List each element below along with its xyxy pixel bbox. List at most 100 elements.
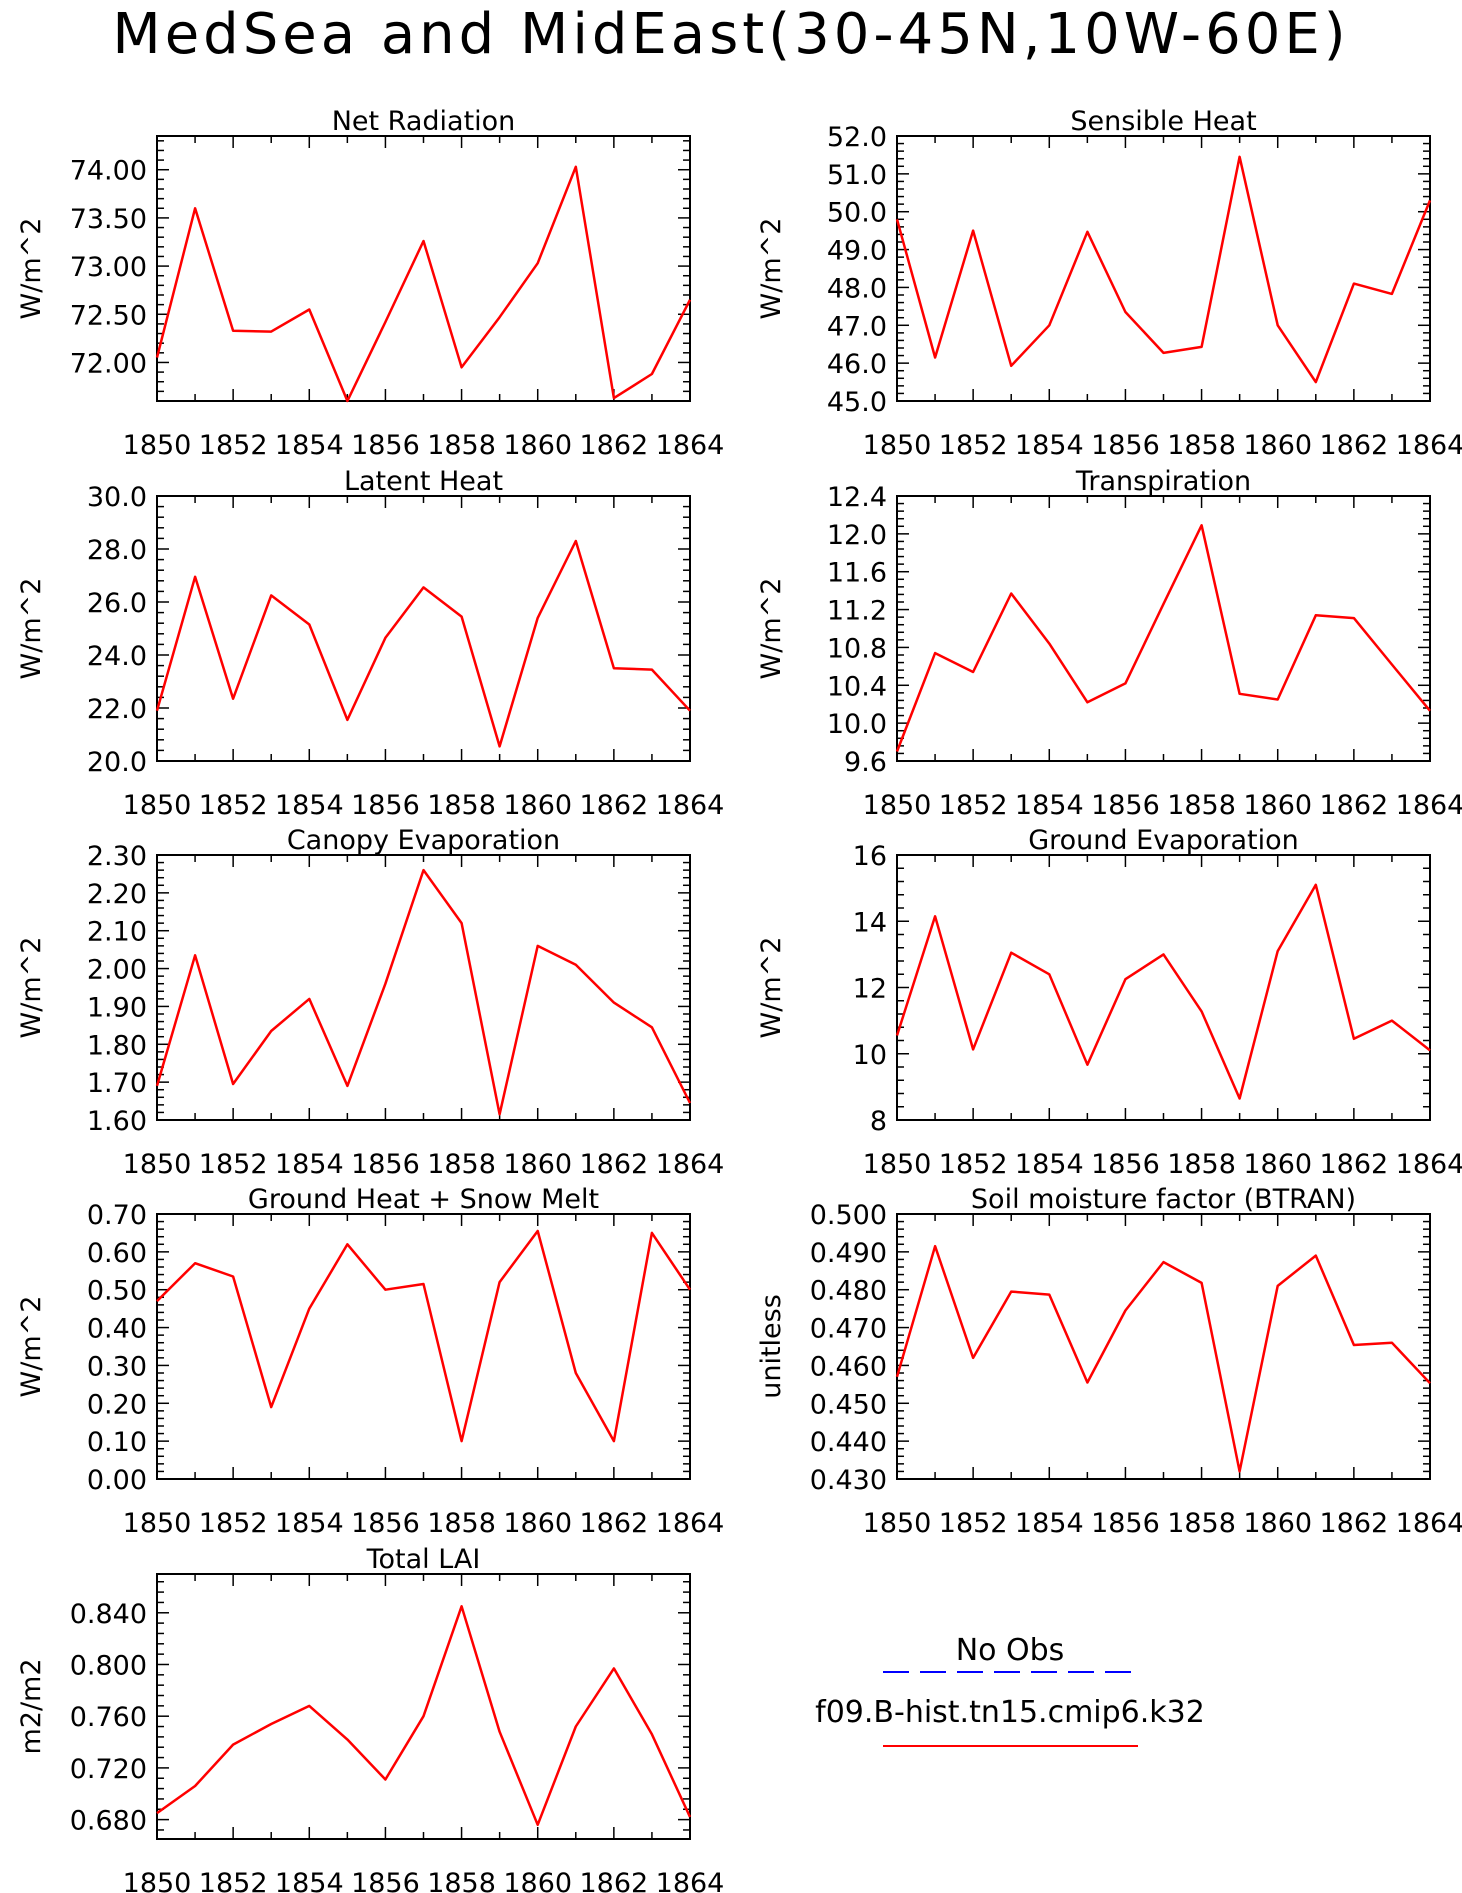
y-tick-label: 10: [853, 1040, 887, 1071]
x-tick-label: 1864: [656, 1508, 725, 1539]
x-tick-label: 1850: [123, 1868, 192, 1893]
y-tick-label: 2.20: [87, 879, 147, 910]
y-tick-label: 49.0: [827, 236, 887, 267]
x-tick-label: 1858: [427, 1868, 496, 1893]
x-tick-label: 1860: [503, 790, 572, 821]
x-tick-label: 1856: [1091, 1508, 1160, 1539]
x-tick-label: 1852: [199, 790, 268, 821]
series-line: [895, 1244, 1431, 1473]
y-tick-label: 0.490: [810, 1238, 887, 1269]
y-tick-label: 30.0: [87, 482, 147, 513]
x-tick-label: 1858: [1167, 430, 1236, 461]
y-tick-label: 0.760: [70, 1702, 147, 1733]
x-tick-label: 1854: [275, 790, 344, 821]
y-axis-label: W/m^2: [756, 218, 787, 320]
x-tick-label: 1850: [123, 790, 192, 821]
y-axis-label: W/m^2: [756, 578, 787, 680]
chart-panel-1: 1850 1852 1854 1856 1858 1860 1862 1864 72.00 72.…: [16, 106, 724, 461]
panel-title: Transpiration: [1075, 466, 1251, 497]
chart-panel-4: 1850 1852 1854 1856 1858 1860 1862 1864 9.6 10.0 1…: [756, 466, 1462, 821]
y-tick-label: 0.70: [87, 1200, 147, 1231]
panel-title: Ground Heat + Snow Melt: [248, 1184, 599, 1215]
series-line: [156, 1229, 692, 1443]
x-tick-label: 1864: [656, 430, 725, 461]
y-tick-label: 20.0: [87, 747, 147, 778]
y-tick-label: 1.60: [87, 1106, 147, 1137]
x-tick-label: 1854: [275, 1868, 344, 1893]
y-tick-label: 10.8: [827, 633, 887, 664]
y-tick-label: 72.00: [70, 348, 147, 379]
series-line: [895, 524, 1431, 752]
y-tick-label: 2.30: [87, 841, 147, 872]
x-tick-label: 1854: [1015, 430, 1084, 461]
y-tick-label: 24.0: [87, 641, 147, 672]
x-tick-label: 1854: [275, 430, 344, 461]
y-tick-label: 73.50: [70, 204, 147, 235]
x-tick-label: 1856: [1091, 1149, 1160, 1180]
y-tick-label: 0.10: [87, 1427, 147, 1458]
y-tick-label: 1.90: [87, 992, 147, 1023]
y-axis-label: W/m^2: [756, 937, 787, 1039]
y-tick-label: 16: [853, 841, 887, 872]
x-tick-label: 1864: [1396, 790, 1462, 821]
y-tick-label: 50.0: [827, 198, 887, 229]
y-tick-label: 11.6: [827, 558, 887, 589]
y-tick-label: 11.2: [827, 596, 887, 627]
legend: No Obs f09.B-hist.tn15.cmip6.k32: [815, 1633, 1205, 1747]
x-tick-label: 1858: [1167, 790, 1236, 821]
plot-frame: [156, 1213, 691, 1480]
x-tick-label: 1858: [427, 790, 496, 821]
x-tick-label: 1860: [1243, 430, 1312, 461]
y-tick-label: 47.0: [827, 311, 887, 342]
y-tick-label: 8: [870, 1106, 887, 1137]
series-line: [155, 165, 692, 403]
chart-panel-8: 1850 1852 1854 1856 1858 1860 1862 1864 0.430 0.4…: [756, 1184, 1462, 1539]
x-tick-label: 1862: [1319, 430, 1388, 461]
panel-title: Ground Evaporation: [1028, 825, 1299, 856]
panel-title: Net Radiation: [332, 106, 516, 137]
x-tick-label: 1850: [123, 1149, 192, 1180]
y-tick-label: 0.440: [810, 1427, 887, 1458]
y-tick-label: 72.50: [70, 300, 147, 331]
x-tick-label: 1850: [123, 1508, 192, 1539]
x-tick-label: 1852: [199, 1508, 268, 1539]
chart-panel-2: 1850 1852 1854 1856 1858 1860 1862 1864 45.0 46.0…: [756, 106, 1462, 461]
y-tick-label: 0.20: [87, 1389, 147, 1420]
y-tick-label: 28.0: [87, 535, 147, 566]
x-tick-label: 1864: [1396, 1149, 1462, 1180]
x-tick-label: 1856: [351, 1149, 420, 1180]
x-tick-label: 1864: [656, 1868, 725, 1893]
x-tick-label: 1860: [1243, 1149, 1312, 1180]
x-tick-label: 1860: [503, 1508, 572, 1539]
x-tick-label: 1862: [1319, 790, 1388, 821]
x-tick-label: 1860: [503, 1868, 572, 1893]
x-tick-label: 1854: [1015, 1508, 1084, 1539]
x-tick-label: 1862: [579, 1868, 648, 1893]
x-tick-label: 1854: [275, 1508, 344, 1539]
y-tick-label: 10.4: [827, 671, 887, 702]
panel-title: Canopy Evaporation: [287, 825, 560, 856]
plot-frame: [156, 1573, 691, 1840]
x-tick-label: 1862: [579, 1508, 648, 1539]
x-tick-label: 1852: [939, 1149, 1008, 1180]
series-line: [155, 868, 692, 1116]
x-tick-label: 1856: [351, 1508, 420, 1539]
plot-frame: [896, 495, 1431, 762]
x-tick-label: 1858: [1167, 1149, 1236, 1180]
y-tick-label: 0.470: [810, 1314, 887, 1345]
figure-title: MedSea and MidEast(30-45N,10W-60E): [112, 2, 1350, 67]
x-tick-label: 1852: [199, 1868, 268, 1893]
x-tick-label: 1850: [863, 1508, 932, 1539]
x-tick-label: 1864: [1396, 1508, 1462, 1539]
chart-panel-6: 1850 1852 1854 1856 1858 1860 1862 1864 8 10 12 14 1…: [756, 825, 1462, 1180]
x-tick-label: 1850: [123, 430, 192, 461]
y-tick-label: 0.430: [810, 1465, 887, 1496]
y-axis-label: W/m^2: [16, 1296, 47, 1398]
x-tick-label: 1856: [1091, 790, 1160, 821]
chart-panel-7: 1850 1852 1854 1856 1858 1860 1862 1864 0.00 0.10…: [16, 1184, 724, 1539]
plot-frame: [156, 495, 691, 762]
y-axis-label: m2/m2: [16, 1658, 47, 1754]
y-tick-label: 9.6: [844, 747, 887, 778]
plot-frame: [156, 135, 691, 402]
